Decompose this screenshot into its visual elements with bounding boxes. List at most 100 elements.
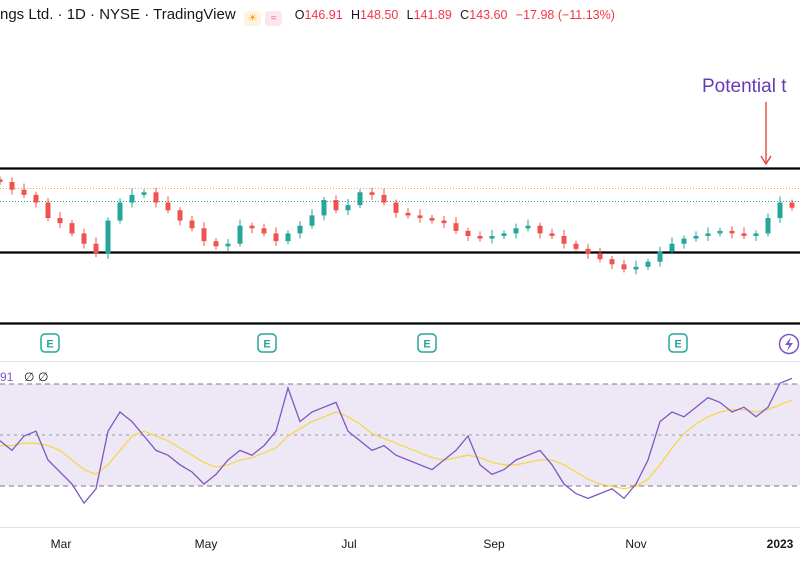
candle-body — [609, 259, 615, 265]
candle-body — [237, 225, 243, 244]
time-axis-label: 2023 — [767, 537, 794, 551]
sun-icon[interactable]: ☀ — [244, 11, 262, 26]
candle-body — [777, 202, 783, 218]
time-axis-label: Mar — [51, 537, 72, 551]
candle-body — [765, 218, 771, 234]
candle-body — [177, 210, 183, 221]
time-axis-label: Jul — [341, 537, 356, 551]
open-label: O — [294, 8, 305, 22]
candle-body — [33, 194, 39, 203]
candle-body — [549, 233, 555, 236]
high-label: H — [351, 8, 361, 22]
candle-body — [45, 202, 51, 218]
candle-body — [153, 192, 159, 203]
time-axis: Mar May Jul Sep Nov 2023 — [51, 537, 794, 551]
candle-body — [429, 218, 435, 221]
candle-body — [273, 233, 279, 242]
candle-body — [525, 225, 531, 229]
change-value: −17.98 (−11.13%) — [515, 8, 615, 22]
rsi-legend-empty-1: ∅ — [24, 370, 34, 384]
rsi-value: 91 — [0, 370, 14, 384]
candle-body — [489, 236, 495, 239]
candle-body — [141, 192, 147, 195]
candle-body — [513, 228, 519, 234]
time-axis-label: Sep — [483, 537, 505, 551]
candle-body — [249, 225, 255, 229]
low-label: L — [406, 8, 414, 22]
candle-body — [81, 233, 87, 244]
candle-body — [129, 194, 135, 203]
candle-body — [753, 233, 759, 236]
candle-body — [645, 261, 651, 267]
candle-body — [537, 225, 543, 234]
candles-group — [0, 176, 795, 275]
annotation-text: Potential t — [702, 76, 787, 97]
candle-body — [669, 243, 675, 252]
candle-body — [597, 254, 603, 260]
candle-body — [117, 202, 123, 221]
close-label: C — [460, 8, 470, 22]
earnings-label: E — [46, 339, 53, 351]
candle-body — [69, 223, 75, 234]
candle-body — [717, 230, 723, 234]
symbol-title: ngs Ltd. · 1D · NYSE · TradingView — [0, 6, 236, 23]
earnings-label: E — [423, 339, 430, 351]
candle-body — [477, 236, 483, 239]
earnings-label: E — [263, 339, 270, 351]
lightning-icon[interactable] — [778, 333, 800, 355]
candle-body — [93, 243, 99, 254]
rsi-legend-empty-2: ∅ — [38, 370, 48, 384]
candle-body — [657, 251, 663, 262]
candle-body — [0, 179, 3, 182]
candle-body — [405, 212, 411, 216]
candle-body — [693, 236, 699, 239]
low-value: 141.89 — [413, 8, 452, 22]
earnings-marker[interactable]: E — [257, 333, 277, 353]
earnings-marker[interactable]: E — [417, 333, 437, 353]
candle-body — [309, 215, 315, 226]
candle-body — [393, 202, 399, 213]
open-value: 146.91 — [304, 8, 343, 22]
candle-body — [105, 220, 111, 254]
earnings-label: E — [674, 339, 681, 351]
candle-body — [285, 233, 291, 242]
candle-body — [741, 233, 747, 236]
candle-body — [261, 228, 267, 234]
rsi-line — [0, 377, 793, 505]
close-value: 143.60 — [469, 8, 508, 22]
candle-body — [225, 243, 231, 247]
high-value: 148.50 — [360, 8, 399, 22]
candle-body — [357, 192, 363, 206]
candle-body — [585, 248, 591, 254]
candle-body — [789, 202, 795, 208]
candle-body — [213, 241, 219, 247]
earnings-marker[interactable]: E — [668, 333, 688, 353]
candle-body — [465, 230, 471, 236]
candle-body — [501, 233, 507, 236]
candle-body — [333, 200, 339, 211]
symbol-header: ngs Ltd. · 1D · NYSE · TradingView ☀ ≈ O… — [0, 6, 615, 28]
candle-body — [381, 194, 387, 203]
wave-icon[interactable]: ≈ — [265, 11, 283, 26]
candle-body — [441, 220, 447, 224]
candle-body — [561, 236, 567, 244]
candle-body — [21, 189, 27, 195]
time-axis-label: May — [195, 537, 218, 551]
rsi-ma-line — [0, 399, 793, 490]
candle-body — [729, 230, 735, 234]
candle-body — [345, 205, 351, 211]
candle-body — [321, 200, 327, 216]
time-axis-label: Nov — [625, 537, 646, 551]
candle-body — [201, 228, 207, 242]
candle-body — [453, 223, 459, 231]
candle-body — [165, 202, 171, 211]
candle-body — [57, 218, 63, 224]
candle-body — [417, 215, 423, 218]
annotation-arrow-head — [760, 155, 772, 166]
candle-body — [573, 243, 579, 249]
candle-body — [621, 264, 627, 270]
candle-body — [705, 233, 711, 236]
candle-body — [633, 266, 639, 270]
earnings-marker[interactable]: E — [40, 333, 60, 353]
